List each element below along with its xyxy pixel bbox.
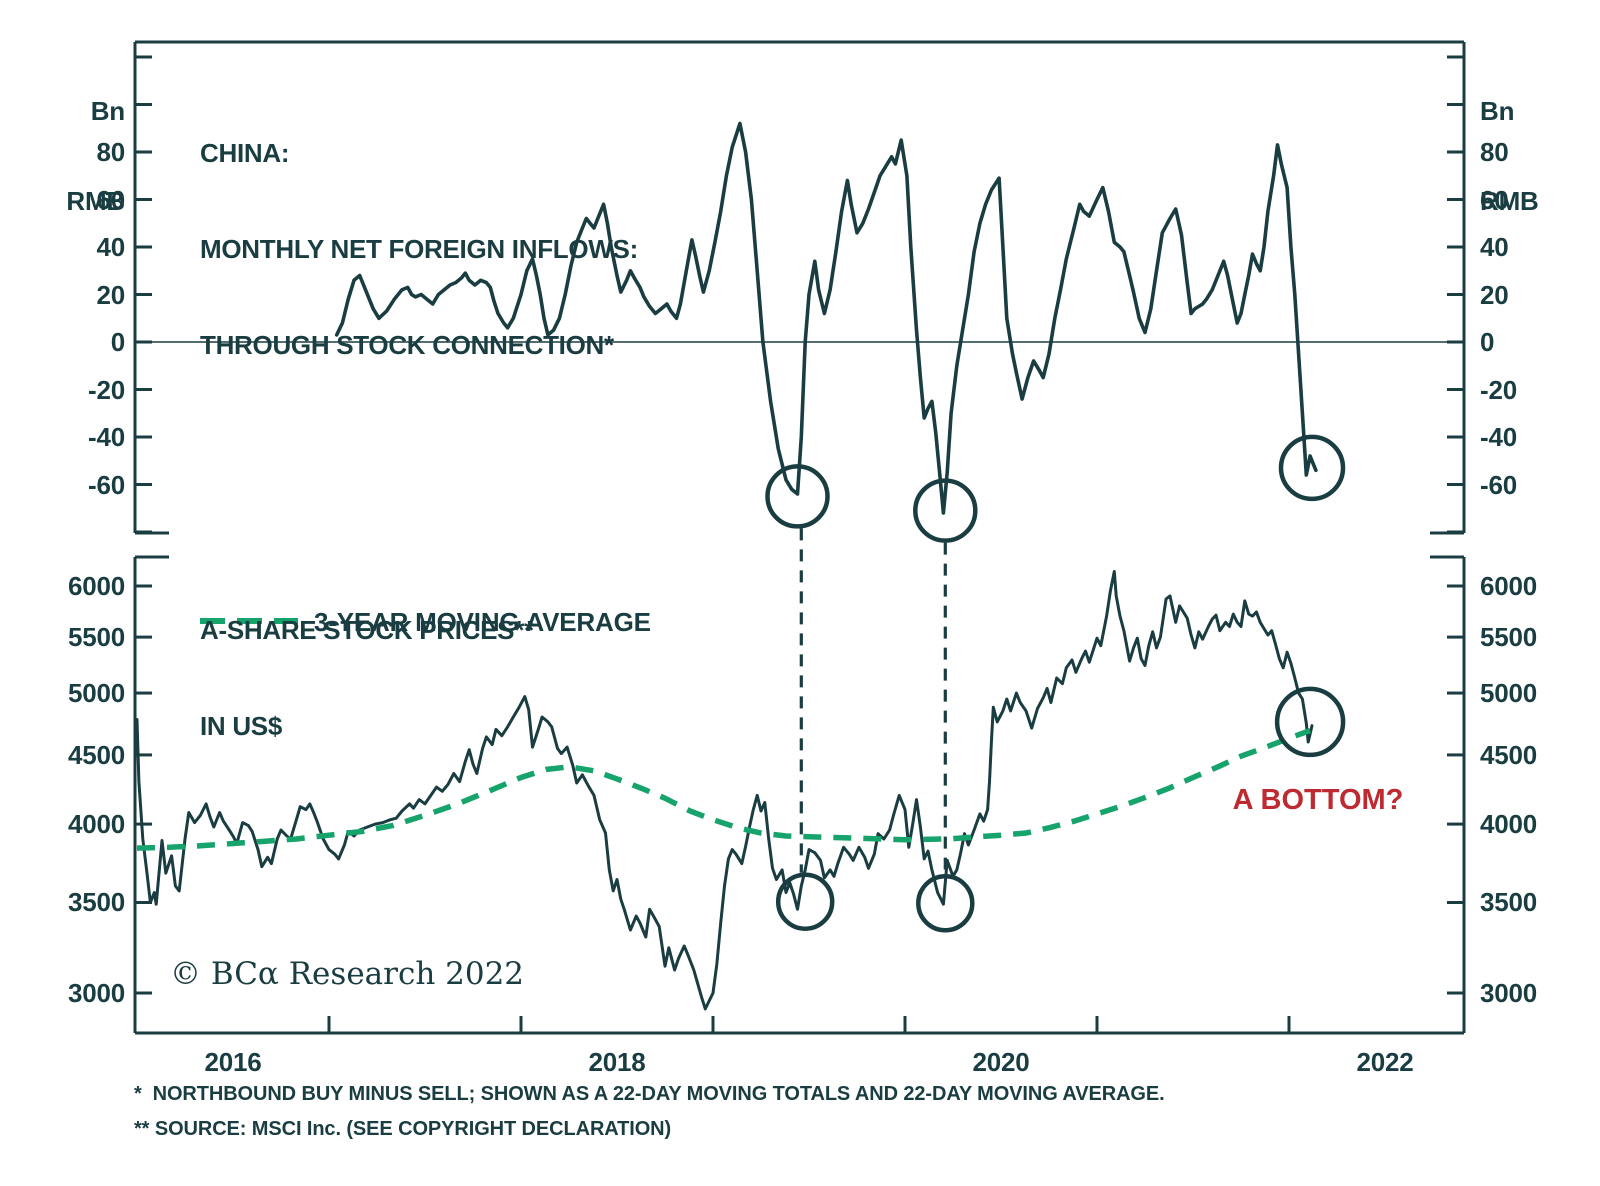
unit-line: RMB xyxy=(1480,186,1539,216)
unit-line: Bn xyxy=(90,96,125,126)
highlight-circle xyxy=(775,872,835,931)
highlight-circle xyxy=(916,874,975,933)
top-chart-title-line: CHINA: xyxy=(200,138,290,168)
y-tick-label-right: 5500 xyxy=(1480,622,1538,653)
y-tick-label-right: 80 xyxy=(1480,137,1509,167)
price-line xyxy=(135,570,1314,1011)
a-bottom-annotation: A BOTTOM? xyxy=(1232,784,1404,816)
legend-label: 3-YEAR MOVING AVERAGE xyxy=(314,607,651,637)
footnote-1: * NORTHBOUND BUY MINUS SELL; SHOWN AS A … xyxy=(134,1083,1165,1105)
moving-average-line xyxy=(136,728,1312,851)
y-tick-label-left: 0 xyxy=(110,327,125,357)
y-tick-label-left: 40 xyxy=(96,232,125,262)
y-tick-label-right: -60 xyxy=(1480,469,1517,500)
y-tick-label-right: 0 xyxy=(1480,327,1495,357)
y-tick-label-right: 40 xyxy=(1480,232,1509,262)
footnote-2: ** SOURCE: MSCI Inc. (SEE COPYRIGHT DECL… xyxy=(134,1118,672,1140)
y-tick-label-right: 6000 xyxy=(1480,571,1538,601)
y-tick-label-right: 4000 xyxy=(1480,809,1538,840)
highlight-circle xyxy=(1278,434,1346,502)
highlight-circle xyxy=(1274,686,1346,758)
y-tick-label-right: 3500 xyxy=(1480,887,1538,918)
top-chart-title-line: MONTHLY NET FOREIGN INFLOWS: xyxy=(200,234,638,264)
y-tick-label-right: -40 xyxy=(1480,422,1517,452)
y-tick-label-left: 80 xyxy=(96,137,125,167)
y-tick-label-right: 3000 xyxy=(1480,978,1538,1009)
y-axis-unit-left: Bn RMB xyxy=(33,36,125,276)
y-tick-label-right: 5000 xyxy=(1480,678,1538,709)
y-axis-unit-right: Bn RMB xyxy=(1480,36,1572,276)
y-tick-label-left: 4500 xyxy=(67,739,125,770)
bottom-chart-title-line: IN US$ xyxy=(200,711,283,741)
x-year-label: 2018 xyxy=(588,1047,646,1077)
top-chart-title: CHINA: MONTHLY NET FOREIGN INFLOWS: THRO… xyxy=(200,73,638,425)
copyright-text: © BCα Research 2022 xyxy=(170,956,525,992)
y-tick-label-right: -20 xyxy=(1480,374,1517,405)
y-tick-label-left: 20 xyxy=(96,279,125,310)
y-tick-label-left: 3000 xyxy=(67,978,125,1009)
unit-line: Bn xyxy=(1480,96,1515,126)
y-tick-label-left: -20 xyxy=(88,374,125,405)
y-tick-label-left: 4000 xyxy=(67,809,125,840)
y-tick-label-left: 5000 xyxy=(67,678,125,709)
y-tick-label-left: 5500 xyxy=(67,622,125,653)
y-tick-label-right: 4500 xyxy=(1480,739,1538,770)
unit-line: RMB xyxy=(66,186,125,216)
y-tick-label-left: -40 xyxy=(88,422,125,452)
y-tick-label-right: 20 xyxy=(1480,279,1509,310)
y-tick-label-left: -60 xyxy=(88,469,125,500)
y-tick-label-right: 60 xyxy=(1480,184,1509,215)
highlight-circle xyxy=(765,464,830,529)
bottom-chart-title: A-SHARE STOCK PRICES** IN US$ xyxy=(200,550,534,806)
y-tick-label-left: 60 xyxy=(96,184,125,215)
top-chart-title-line: THROUGH STOCK CONNECTION* xyxy=(200,330,614,360)
y-tick-label-left: 6000 xyxy=(67,571,125,601)
highlight-circle xyxy=(913,478,978,543)
inflows-line xyxy=(334,121,1318,515)
x-year-label: 2020 xyxy=(972,1047,1030,1077)
x-year-label: 2016 xyxy=(204,1047,262,1077)
y-tick-label-left: 3500 xyxy=(67,887,125,918)
x-year-label: 2022 xyxy=(1356,1047,1414,1077)
bottom-chart-title-line: A-SHARE STOCK PRICES** xyxy=(200,615,534,645)
